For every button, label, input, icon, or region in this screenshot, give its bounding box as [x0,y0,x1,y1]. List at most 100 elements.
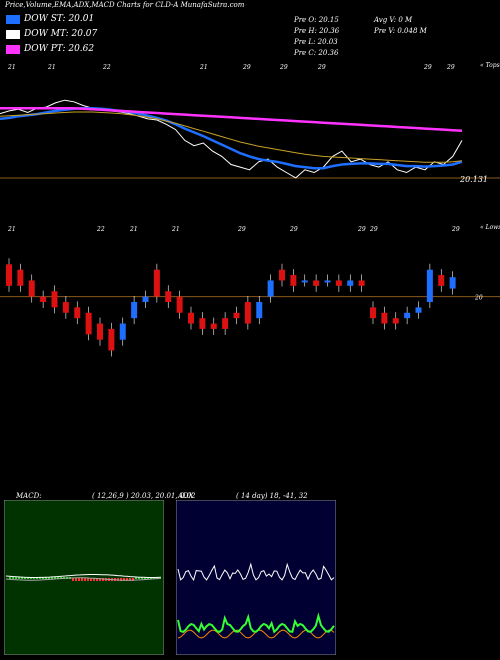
date-tick: 29 [279,64,288,71]
macd-histogram-bar [75,578,77,581]
candle-body [222,318,229,329]
macd-histogram-bar [99,578,101,581]
candle-body [347,280,354,286]
date-tick: 29 [423,64,432,71]
legend-dow-pt: DOW PT: 20.62 [6,44,94,54]
macd-histogram-bar [147,577,149,579]
candle-body [210,323,217,329]
candle-body [199,318,206,329]
macd-histogram-bar [45,577,47,579]
candle-body [233,312,240,319]
candle-body [256,302,263,319]
macd-histogram-bar [42,577,44,579]
date-tick: 21 [7,64,16,71]
candle-body [131,302,138,319]
candle-body [85,312,92,335]
candle-body [335,280,342,286]
price-ema-chart: 21 21 22 21 29 29 29 29 29 « Tops 20.131 [0,62,500,184]
legend-swatch-st [6,14,20,24]
lows-label: « Lows [480,224,500,231]
macd-histogram-bar [138,577,140,579]
adx-title: ADX [178,492,194,500]
candle-body [279,269,285,281]
macd-histogram-bar [54,577,56,579]
adx-values: ( 14 day) 18, -41, 32 [236,492,308,500]
candle-body [313,280,320,286]
candle-body [176,296,183,313]
candle-body [392,318,399,324]
macd-histogram-bar [72,578,74,581]
date-tick: 21 [199,64,208,71]
tops-label: « Tops [480,62,500,69]
adx-plus-di-line [177,612,335,634]
chart-header-title: Price,Volume,EMA,ADX,MACD Charts for CLD… [5,1,245,9]
candle-body [449,277,456,289]
macd-histogram-bar [156,577,158,579]
candle-body [188,312,194,324]
macd-histogram-bar [81,578,83,581]
legend-label-mt: DOW MT: 20.07 [24,29,98,39]
adx-background [176,500,336,655]
candle-body [51,291,58,308]
macd-histogram-bar [39,577,41,579]
macd-histogram-bar [51,577,53,579]
macd-histogram-bar [60,577,62,579]
date-tick: 21 [7,226,16,233]
date-tick: 29 [357,226,366,233]
adx-line [177,562,335,582]
candle-body [142,296,149,302]
date-tick: 21 [129,226,138,233]
macd-histogram-bar [144,577,146,579]
macd-histogram-bar [15,577,17,579]
candle-body [153,269,160,297]
macd-histogram-bar [132,578,134,581]
ohlc-open: Pre O: 20.15 [294,16,339,24]
macd-histogram-bar [27,577,29,579]
macd-panel [4,500,164,655]
candle-body [358,280,365,286]
macd-histogram-bar [12,577,14,579]
date-tick: 29 [237,226,246,233]
series-ema-mid-line [0,111,463,163]
macd-histogram-bar [123,578,125,581]
candle-body [165,291,172,302]
series-ema-long-line [0,106,463,132]
candle-body [28,280,35,297]
date-tick: 29 [451,226,460,233]
candle-body [370,307,376,319]
date-tick: 29 [289,226,298,233]
date-tick: 29 [369,226,378,233]
candle-body [415,307,422,313]
macd-histogram-bar [135,577,137,579]
candle-body [290,275,297,286]
macd-histogram-bar [141,577,143,579]
candle-body [74,307,81,319]
candle-body [438,275,445,286]
legend-dow-mt: DOW MT: 20.07 [6,29,97,39]
candle-body [267,280,274,297]
macd-histogram-bar [84,578,86,581]
candle-body [381,312,388,324]
macd-histogram-bar [120,578,122,581]
date-tick: 21 [171,226,180,233]
macd-signal-line [5,577,162,581]
candle-body [108,328,115,351]
macd-histogram-bar [9,577,11,579]
macd-title: MACD: [16,492,42,500]
date-tick: 22 [96,226,105,233]
macd-histogram-bar [18,577,20,579]
macd-histogram-bar [90,578,92,581]
macd-histogram-bar [96,578,98,581]
candle-body [404,312,411,319]
candle-body [119,323,126,340]
candle-body [324,280,331,283]
macd-histogram-bar [78,578,80,581]
legend-swatch-mt [6,29,20,39]
ohlc-close: Pre C: 20.36 [294,49,339,57]
date-tick: 29 [446,64,455,71]
legend-dow-st: DOW ST: 20.01 [6,14,94,24]
candle-body [301,280,308,283]
candle-body [62,302,69,313]
date-tick: 29 [317,64,326,71]
